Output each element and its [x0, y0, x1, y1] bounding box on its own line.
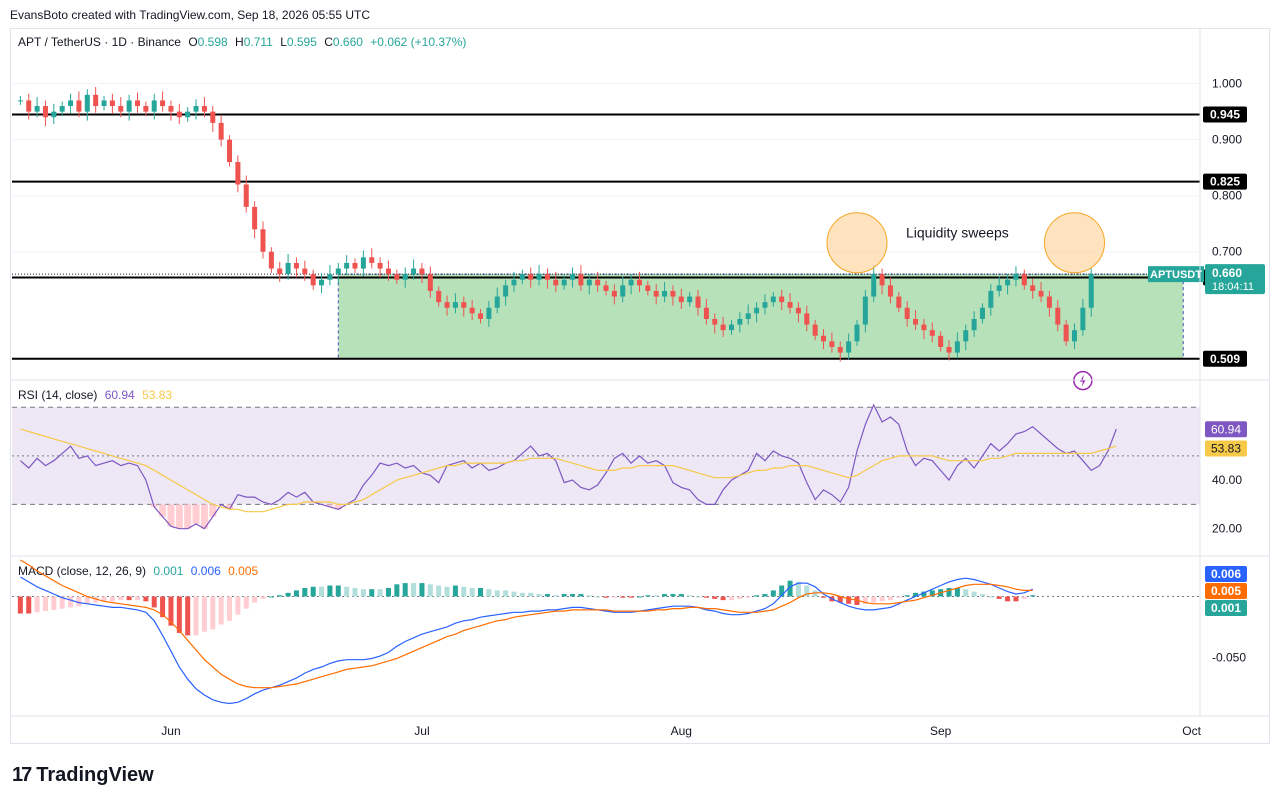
chart-frame — [10, 28, 1270, 744]
rsi-legend-value: 60.94 — [104, 388, 135, 402]
tradingview-brand: 17 TradingView — [12, 764, 154, 787]
rsi-label[interactable]: RSI (14, close) — [18, 388, 98, 402]
brand-name: TradingView — [36, 764, 154, 786]
signal-legend-value: 0.005 — [228, 564, 259, 578]
macd-hist-legend-value: 0.001 — [153, 564, 184, 578]
high-value: 0.711 — [243, 35, 273, 49]
macd-legend-value: 0.006 — [190, 564, 221, 578]
open-label: O — [188, 35, 198, 49]
high-label: H — [235, 35, 244, 49]
rsi-ma-legend-value: 53.83 — [142, 388, 173, 402]
open-value: 0.598 — [197, 35, 228, 49]
close-value: 0.660 — [332, 35, 363, 49]
macd-label[interactable]: MACD (close, 12, 26, 9) — [18, 564, 147, 578]
change-value: +0.062 (+10.37%) — [370, 35, 467, 49]
chart-caption: EvansBoto created with TradingView.com, … — [10, 8, 370, 22]
tradingview-logo-icon: 17 — [12, 764, 32, 786]
symbol-label[interactable]: APT / TetherUS · 1D · Binance — [18, 35, 181, 49]
macd-legend: MACD (close, 12, 26, 9) 0.001 0.006 0.00… — [18, 564, 262, 578]
rsi-legend: RSI (14, close) 60.94 53.83 — [18, 388, 176, 402]
price-legend: APT / TetherUS · 1D · Binance O0.598 H0.… — [18, 35, 470, 49]
close-label: C — [324, 35, 333, 49]
low-label: L — [280, 35, 287, 49]
low-value: 0.595 — [286, 35, 317, 49]
